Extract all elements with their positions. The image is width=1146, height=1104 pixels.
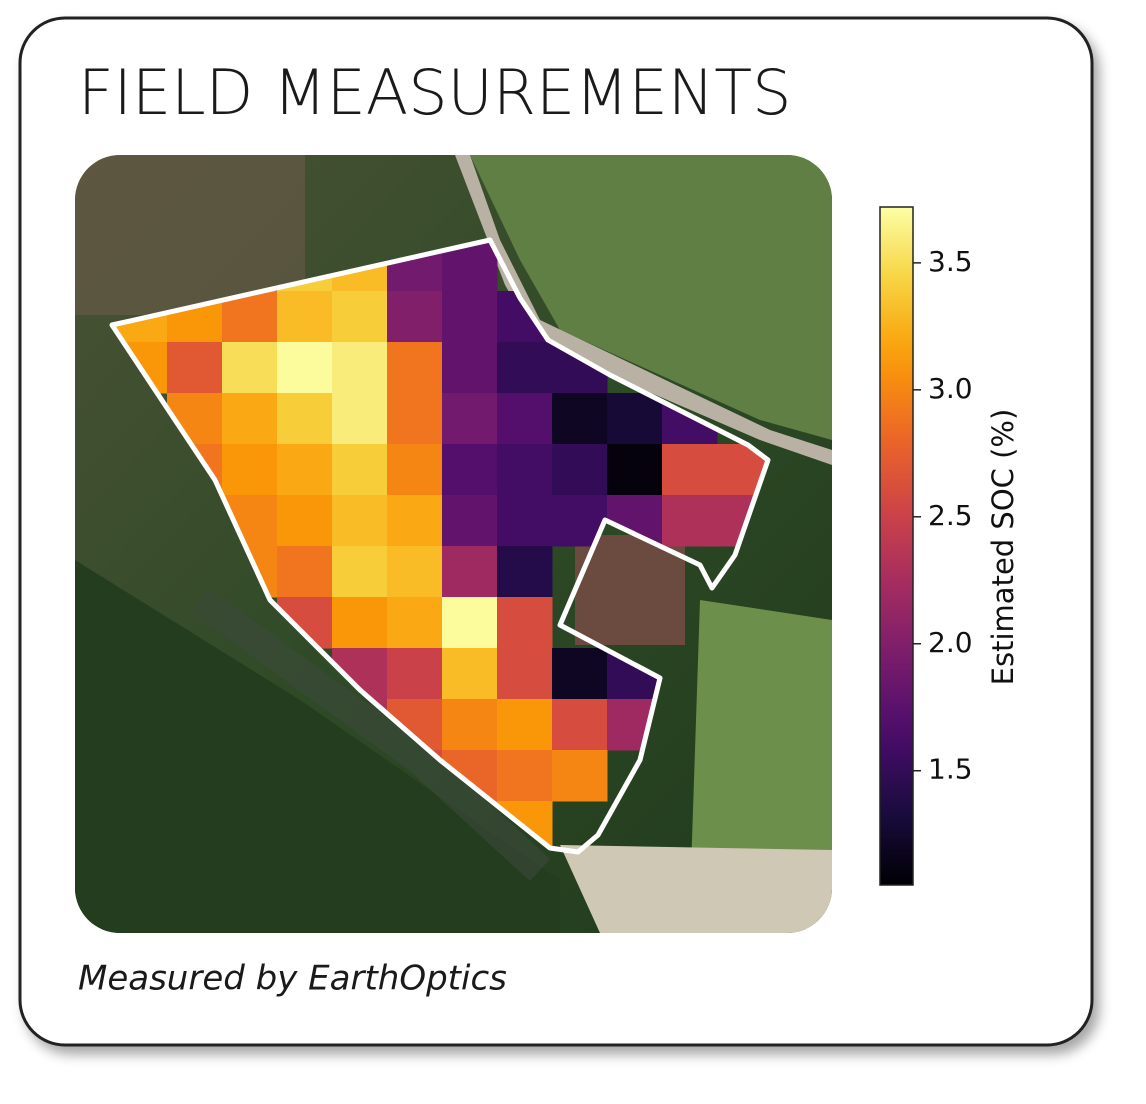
heatmap-cell <box>332 342 388 394</box>
heatmap-cell <box>497 546 553 598</box>
heatmap-cell <box>387 342 443 394</box>
heatmap-cell <box>442 648 498 700</box>
heatmap-cell <box>277 444 333 496</box>
heatmap-cell <box>607 393 663 445</box>
colorbar-tick-label: 3.0 <box>928 372 973 405</box>
heatmap-cell <box>387 444 443 496</box>
heatmap-cell <box>222 393 278 445</box>
heatmap-cell <box>497 648 553 700</box>
heatmap-cell <box>277 495 333 547</box>
heatmap-cell <box>222 342 278 394</box>
heatmap-cell <box>497 495 553 547</box>
heatmap-cell <box>387 393 443 445</box>
heatmap-cell <box>497 750 553 802</box>
heatmap-cell <box>442 444 498 496</box>
heatmap-cell <box>497 444 553 496</box>
heatmap-cell <box>497 597 553 649</box>
colorbar-tick-label: 2.5 <box>928 499 973 532</box>
heatmap-cell <box>222 444 278 496</box>
heatmap-cell <box>442 546 498 598</box>
heatmap-cell <box>332 393 388 445</box>
heatmap-cell <box>662 444 718 496</box>
heatmap-cell <box>662 495 718 547</box>
heatmap-cell <box>442 597 498 649</box>
heatmap-cell <box>387 291 443 343</box>
heatmap-cell <box>277 393 333 445</box>
heatmap-cell <box>167 342 223 394</box>
heatmap-cell <box>387 546 443 598</box>
colorbar-tick-label: 2.0 <box>928 626 973 659</box>
heatmap-cell <box>552 750 608 802</box>
heatmap-cell <box>277 342 333 394</box>
colorbar <box>879 206 914 886</box>
title: FIELD MEASUREMENTS <box>78 56 791 129</box>
caption: Measured by EarthOptics <box>78 959 507 999</box>
heatmap-cell <box>387 597 443 649</box>
heatmap-cell <box>497 699 553 751</box>
heatmap-cell <box>332 444 388 496</box>
heatmap-cell <box>332 546 388 598</box>
heatmap-cell <box>387 648 443 700</box>
colorbar-tick-label: 3.5 <box>928 245 973 278</box>
heatmap-cell <box>607 444 663 496</box>
heatmap-cell <box>497 393 553 445</box>
heatmap-cell <box>442 699 498 751</box>
heatmap-cell <box>277 546 333 598</box>
heatmap-cell <box>552 648 608 700</box>
heatmap-cell <box>497 342 553 394</box>
heatmap-cell <box>277 291 333 343</box>
heatmap-cell <box>442 495 498 547</box>
heatmap-cell <box>552 699 608 751</box>
colorbar-tick-label: 1.5 <box>928 753 973 786</box>
heatmap-cell <box>552 393 608 445</box>
heatmap-cell <box>442 393 498 445</box>
heatmap-cell <box>552 444 608 496</box>
colorbar-label: Estimated SOC (%) <box>986 409 1020 686</box>
heatmap-cell <box>332 291 388 343</box>
heatmap-cell <box>442 342 498 394</box>
heatmap-cell <box>332 597 388 649</box>
field-boundary <box>109 237 771 855</box>
heatmap-cell <box>332 495 388 547</box>
heatmap-cell <box>387 495 443 547</box>
heatmap-cell <box>442 291 498 343</box>
colorbar-ticks: 1.5 2.0 2.5 3.0 3.5 <box>913 245 973 786</box>
